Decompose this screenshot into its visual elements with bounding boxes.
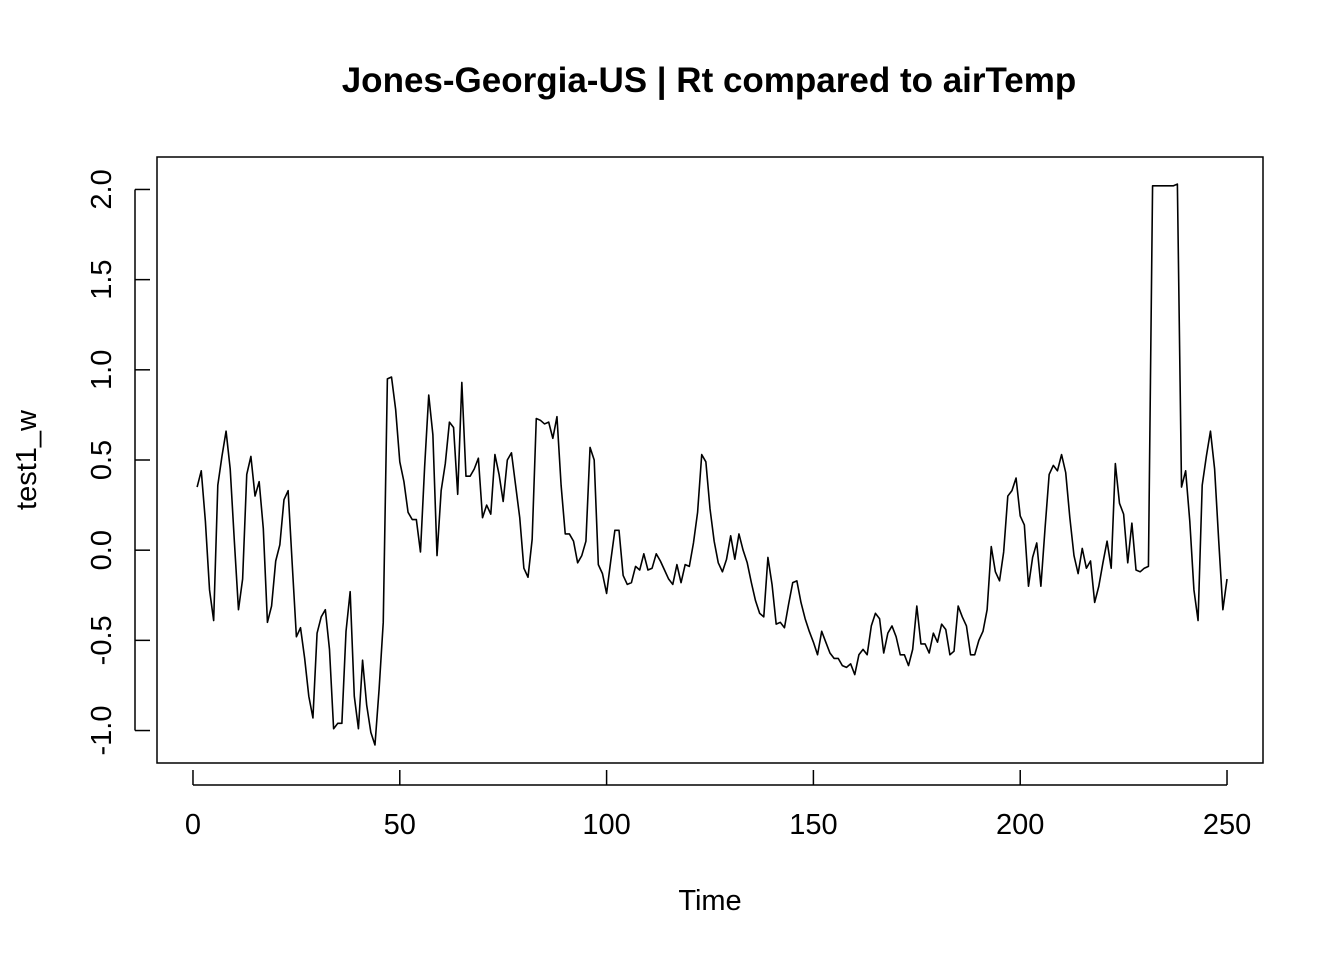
- y-tick-label: 1.5: [86, 259, 118, 299]
- x-tick-label: 50: [384, 809, 416, 841]
- y-tick-label: -1.0: [86, 706, 118, 756]
- x-axis-title: Time: [678, 885, 741, 917]
- x-tick-label: 150: [789, 809, 837, 841]
- y-tick-label: -0.5: [86, 615, 118, 665]
- series-line: [196, 183, 1228, 746]
- x-tick-label: 250: [1203, 809, 1251, 841]
- x-tick-label: 100: [582, 809, 630, 841]
- y-axis: -1.0 -0.5 0.0 0.5 1.0 1.5 2.0: [86, 169, 150, 756]
- chart-title: Jones-Georgia-US | Rt compared to airTem…: [342, 61, 1077, 100]
- x-tick-label: 0: [185, 809, 201, 841]
- y-tick-label: 1.0: [86, 350, 118, 390]
- y-tick-label: 0.0: [86, 530, 118, 570]
- y-tick-label: 2.0: [86, 169, 118, 209]
- x-axis: 0 50 100 150 200 250: [185, 770, 1251, 841]
- y-axis-title: test1_w: [11, 409, 43, 510]
- x-tick-label: 200: [996, 809, 1044, 841]
- plot-frame: [156, 156, 1264, 764]
- y-tick-label: 0.5: [86, 440, 118, 480]
